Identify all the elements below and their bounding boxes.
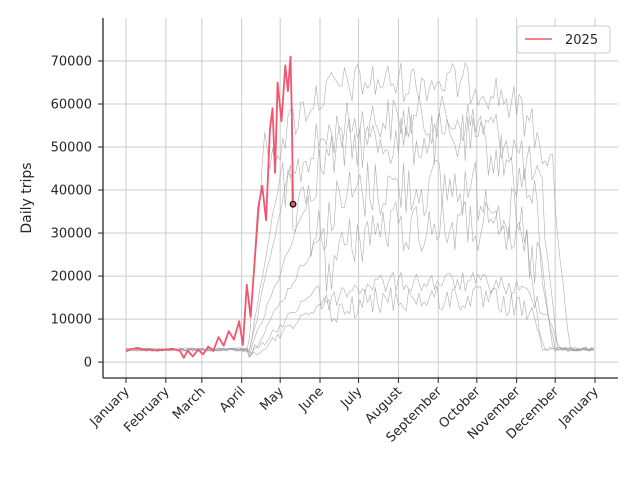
y-tick-label: 20000	[51, 270, 92, 285]
grid-lines	[103, 18, 618, 378]
x-tick-label: April	[217, 384, 249, 416]
history-lines	[125, 62, 594, 358]
legend-label: 2025	[565, 33, 598, 48]
x-tick-label: July	[338, 384, 366, 412]
history-series-line	[125, 199, 594, 357]
y-tick-label: 0	[84, 356, 92, 371]
history-series-line	[125, 95, 594, 352]
legend-box	[516, 25, 611, 54]
last-point-marker	[289, 200, 297, 208]
y-tick-label: 30000	[51, 227, 92, 242]
history-series-line	[125, 62, 594, 352]
y-tick-label: 70000	[51, 55, 92, 70]
series-2025-line	[125, 55, 294, 359]
x-tick-label: March	[170, 384, 209, 423]
history-series-line	[125, 271, 594, 358]
x-tick-label: June	[296, 384, 327, 415]
history-series-line	[125, 160, 594, 358]
history-series-line	[125, 285, 594, 356]
axes	[98, 18, 618, 383]
y-tick-label: 60000	[51, 98, 92, 113]
y-axis-label: Daily trips	[19, 162, 35, 233]
x-tick-label: January	[556, 384, 602, 430]
y-tick-label: 40000	[51, 184, 92, 199]
y-tick-label: 50000	[51, 141, 92, 156]
highlight-line	[125, 55, 297, 359]
legend: 2025	[516, 25, 611, 54]
y-tick-label: 10000	[51, 313, 92, 328]
x-tick-label: May	[257, 384, 287, 414]
